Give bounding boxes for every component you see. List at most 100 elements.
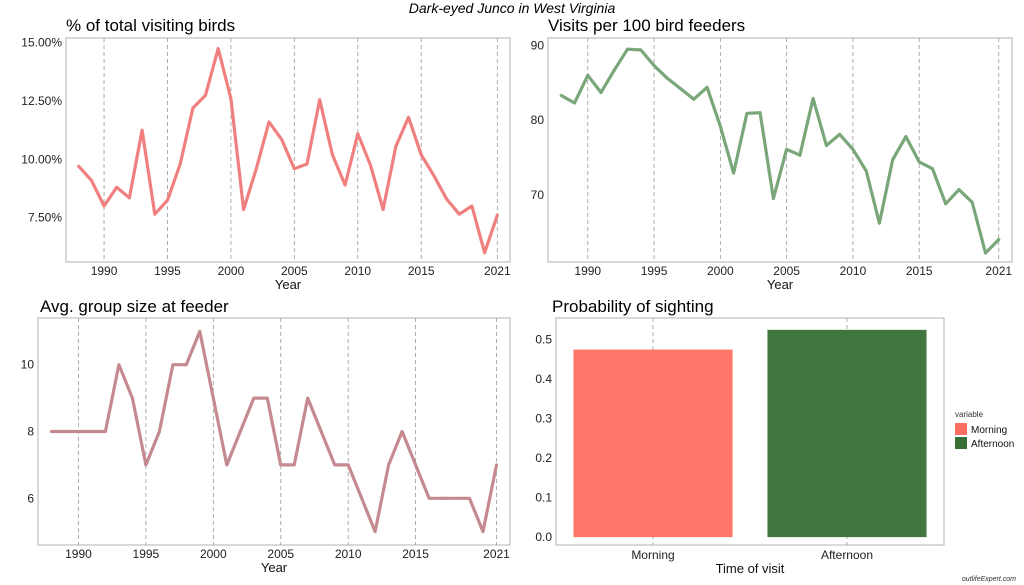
- y-tick-label: 15.00%: [21, 36, 62, 50]
- data-point: [944, 202, 948, 206]
- data-point: [77, 430, 80, 433]
- data-point: [166, 198, 169, 202]
- x-tick-label: 2010: [335, 547, 362, 561]
- y-tick-label: 70: [531, 188, 545, 202]
- data-point: [90, 430, 94, 433]
- data-point: [432, 174, 436, 178]
- data-point: [419, 153, 423, 157]
- data-point: [864, 169, 868, 173]
- x-axis-label: Year: [275, 277, 302, 292]
- data-point: [331, 153, 334, 157]
- data-point: [280, 138, 284, 141]
- data-point: [891, 158, 895, 162]
- data-point: [445, 197, 448, 201]
- x-axis-label: Time of visit: [716, 561, 785, 576]
- data-point: [679, 87, 682, 91]
- data-point: [427, 496, 431, 500]
- data-point: [400, 430, 404, 433]
- data-point: [216, 47, 220, 50]
- x-axis-label: Year: [261, 560, 288, 575]
- data-point: [931, 167, 934, 171]
- data-point: [718, 124, 722, 128]
- legend: variable Morning Afternoon: [955, 410, 1014, 450]
- chart-panel-2: Visits per 100 bird feeders 1990 1995 2000 2…: [531, 16, 1013, 292]
- data-point: [838, 132, 842, 136]
- data-point: [184, 363, 188, 367]
- data-point: [292, 167, 296, 171]
- x-tick-label: Morning: [631, 548, 674, 562]
- legend-label: Afternoon: [971, 439, 1014, 450]
- x-tick-label: 2005: [281, 264, 308, 278]
- data-point: [970, 200, 974, 204]
- x-tick-label: 2010: [344, 264, 371, 278]
- series-line: [49, 329, 499, 534]
- data-point: [454, 496, 458, 500]
- panel-title: Visits per 100 bird feeders: [548, 16, 745, 35]
- data-point: [481, 530, 485, 534]
- data-point: [414, 463, 417, 467]
- data-point: [265, 396, 269, 400]
- x-tick-label: 2015: [408, 264, 435, 278]
- x-tick-label: 1995: [641, 264, 668, 278]
- data-point: [204, 93, 207, 97]
- panel-border: [65, 37, 511, 263]
- data-point: [785, 147, 789, 151]
- data-point: [373, 530, 377, 534]
- x-tick-label: 1990: [65, 547, 92, 561]
- x-tick-label: 2021: [483, 547, 510, 561]
- data-point: [771, 197, 775, 200]
- data-point: [957, 188, 961, 191]
- data-point: [89, 178, 93, 182]
- data-point: [692, 97, 696, 101]
- y-tick-label: 80: [531, 113, 545, 127]
- data-point: [128, 196, 131, 200]
- data-point: [198, 329, 202, 333]
- x-tick-label: 2015: [906, 264, 933, 278]
- legend-swatch: [955, 437, 967, 449]
- data-point: [387, 463, 391, 467]
- data-point: [394, 145, 398, 148]
- data-point: [238, 430, 242, 433]
- data-point: [225, 463, 229, 467]
- data-point: [559, 94, 563, 97]
- data-point: [153, 212, 157, 216]
- data-point: [441, 496, 444, 500]
- x-tick-label: 2005: [773, 264, 800, 278]
- y-tick-label: 90: [531, 38, 545, 52]
- series-line: [77, 46, 499, 255]
- data-point: [904, 135, 908, 138]
- x-tick-label: Afternoon: [821, 548, 873, 562]
- data-point: [705, 85, 709, 89]
- x-tick-label: 1995: [154, 264, 181, 278]
- data-point: [626, 47, 629, 51]
- data-point: [131, 396, 134, 400]
- x-axis-label: Year: [767, 277, 794, 292]
- data-point: [732, 171, 735, 175]
- data-point: [343, 183, 347, 187]
- y-tick-label: 0.2: [535, 451, 552, 465]
- y-tick-label: 10: [21, 358, 35, 372]
- data-point: [356, 132, 360, 136]
- data-point: [468, 496, 471, 500]
- x-tick-label: 2015: [402, 547, 429, 561]
- y-tick-label: 6: [27, 491, 34, 505]
- data-point: [77, 164, 81, 168]
- data-point: [984, 251, 987, 255]
- data-point: [292, 463, 296, 467]
- data-point: [140, 128, 144, 132]
- data-point: [612, 68, 616, 72]
- panel-title: % of total visiting birds: [66, 16, 235, 35]
- data-point: [252, 396, 256, 400]
- data-point: [495, 463, 498, 467]
- x-tick-label: 1995: [133, 547, 160, 561]
- data-point: [117, 363, 121, 367]
- data-point: [229, 97, 233, 101]
- panel-border: [547, 37, 1013, 263]
- bar-afternoon: [767, 329, 927, 538]
- data-point: [407, 115, 410, 119]
- data-point: [381, 208, 385, 211]
- data-point: [318, 98, 322, 102]
- data-point: [997, 238, 1001, 242]
- data-point: [242, 208, 246, 211]
